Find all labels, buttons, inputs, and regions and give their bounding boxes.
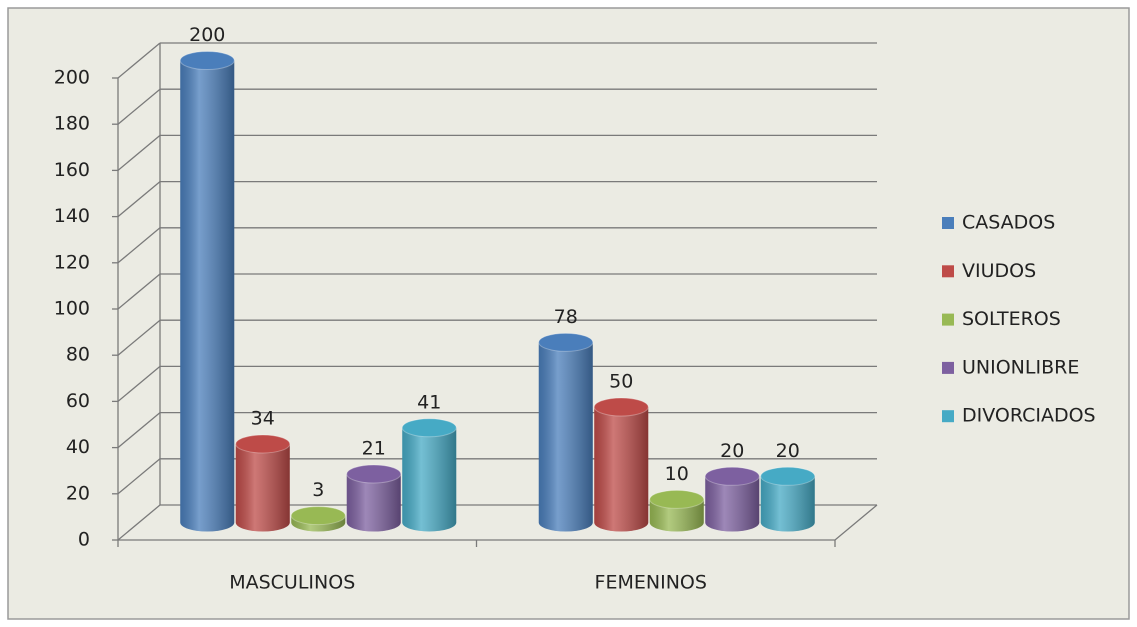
legend-label: UNIONLIBRE [962, 356, 1079, 378]
y-tick-label: 20 [66, 482, 90, 504]
bar-top [401, 418, 457, 438]
data-label: 21 [362, 437, 386, 459]
bar-top [704, 466, 760, 486]
grid-diagonal [117, 134, 161, 171]
legend-swatch [942, 313, 954, 326]
data-label: 34 [251, 407, 275, 429]
data-label: 50 [609, 371, 633, 393]
legend-swatch [942, 361, 954, 374]
data-label: 78 [554, 306, 578, 328]
y-tick-label: 100 [54, 298, 90, 320]
bar [649, 489, 705, 532]
bar [593, 397, 649, 532]
y-tick-label: 60 [66, 390, 90, 412]
bar [401, 418, 457, 532]
bar [704, 466, 760, 532]
y-tick-label: 140 [54, 205, 90, 227]
data-label: 20 [776, 440, 800, 462]
y-tick-label: 120 [54, 251, 90, 273]
grid-diagonal [117, 227, 161, 264]
bar [760, 466, 816, 532]
grid-diagonal [117, 458, 161, 495]
bar [346, 464, 402, 532]
x-tick-label: MASCULINOS [229, 572, 355, 594]
legend-label: VIUDOS [962, 260, 1036, 282]
bar [179, 51, 235, 532]
grid-diagonal [117, 273, 161, 310]
bar [235, 434, 291, 532]
data-label: 3 [312, 479, 324, 501]
bar-shade [594, 407, 649, 532]
x-tick-label: FEMENINOS [595, 572, 707, 594]
grid-diagonal [117, 88, 161, 125]
y-tick-label: 180 [54, 113, 90, 135]
grid-diagonal [117, 365, 161, 402]
y-tick-label: 200 [54, 67, 90, 89]
grid-diagonal [117, 412, 161, 449]
bar-shade [760, 476, 815, 532]
bar-top [593, 397, 649, 417]
data-label: 10 [665, 463, 689, 485]
bar [290, 506, 346, 532]
legend-swatch [942, 410, 954, 423]
bar-top [179, 51, 235, 70]
bar-shade [235, 443, 290, 532]
bar-top [346, 464, 402, 484]
bar-top [760, 466, 816, 486]
y-tick-label: 80 [66, 344, 90, 366]
bar-shade [180, 60, 235, 532]
data-label: 20 [720, 440, 744, 462]
bar-shade [538, 342, 593, 532]
bar-top [538, 332, 594, 352]
y-tick-label: 0 [78, 529, 90, 551]
legend-label: SOLTEROS [962, 308, 1061, 330]
bar [538, 332, 594, 532]
grid-diagonal [117, 504, 161, 541]
y-tick-label: 160 [54, 159, 90, 181]
data-label: 200 [189, 24, 225, 46]
bar-top [235, 434, 291, 454]
bar-shade [705, 476, 760, 532]
legend-swatch [942, 265, 954, 278]
bar-shade [402, 427, 457, 532]
legend-swatch [942, 217, 954, 229]
y-tick-label: 40 [66, 436, 90, 458]
bar-top [649, 489, 705, 509]
grid-diagonal [117, 181, 161, 218]
data-label: 41 [417, 391, 441, 413]
grid-diagonal [117, 319, 161, 356]
bar-shade [346, 473, 401, 532]
grid-diagonal [117, 42, 161, 79]
bar-shade [649, 499, 704, 532]
legend-label: CASADOS [962, 212, 1055, 234]
bar-top [290, 506, 346, 526]
legend-label: DIVORCIADOS [962, 405, 1096, 427]
